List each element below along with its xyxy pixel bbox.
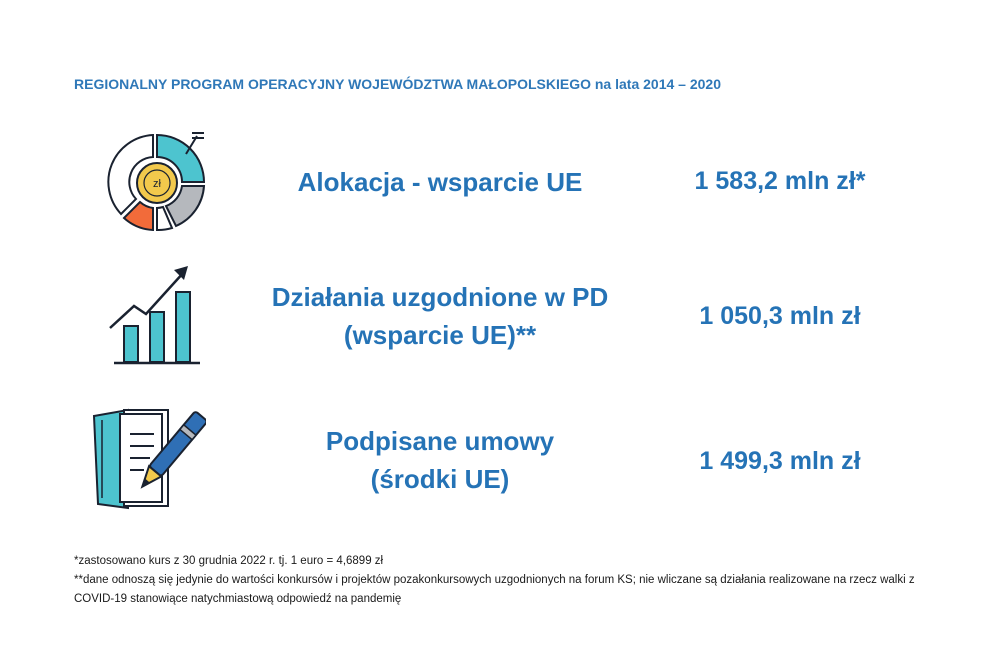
allocation-row: zł Alokacja - wsparcie UE 1 583,2 mln zł… — [0, 130, 1000, 235]
agreed-actions-value: 1 050,3 mln zł — [699, 302, 861, 330]
coin-label: zł — [153, 178, 162, 190]
pie-chart-coin-icon: zł — [107, 132, 206, 232]
notebook-pen-icon — [92, 408, 206, 510]
signed-contracts-label: Podpisane umowy (środki UE) — [235, 422, 645, 498]
footnote-exchange-rate: *zastosowano kurs z 30 grudnia 2022 r. t… — [74, 555, 384, 567]
signed-contracts-value: 1 499,3 mln zł — [699, 447, 861, 475]
allocation-label: Alokacja - wsparcie UE — [235, 163, 645, 201]
signed-contracts-row: Podpisane umowy (środki UE) 1 499,3 mln … — [0, 400, 1000, 512]
agreed-actions-row: Działania uzgodnione w PD (wsparcie UE)*… — [0, 262, 1000, 372]
agreed-actions-label: Działania uzgodnione w PD (wsparcie UE)*… — [235, 278, 645, 354]
allocation-value: 1 583,2 mln zł* — [694, 167, 866, 195]
agreed-actions-label-line: Działania uzgodnione w PD — [271, 282, 609, 312]
signed-contracts-label-line: (środki UE) — [370, 464, 510, 494]
agreed-actions-label-line: (wsparcie UE)** — [343, 320, 537, 350]
footnote-data-scope: **dane odnoszą się jedynie do wartości k… — [74, 574, 915, 605]
footnotes: *zastosowano kurs z 30 grudnia 2022 r. t… — [74, 552, 954, 609]
signed-contracts-label-line: Podpisane umowy — [325, 426, 555, 456]
page-title: REGIONALNY PROGRAM OPERACYJNY WOJEWÓDZTW… — [74, 76, 721, 92]
allocation-label-line: Alokacja - wsparcie UE — [297, 167, 583, 197]
growth-bar-chart-icon — [109, 266, 200, 365]
